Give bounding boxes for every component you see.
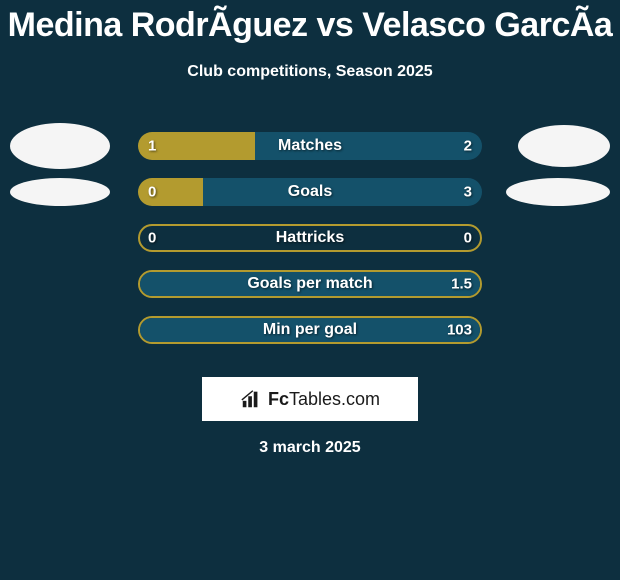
stat-bar-right-fill [255, 132, 482, 160]
fctables-logo[interactable]: FcTables.com [202, 377, 418, 421]
logo-text: FcTables.com [268, 389, 380, 410]
stat-row: Hattricks00 [0, 215, 620, 261]
stat-bar-right-fill [203, 178, 482, 206]
comparison-date: 3 march 2025 [0, 439, 620, 457]
stat-bar-track [138, 132, 482, 160]
stat-bar-right-fill [140, 272, 480, 296]
player-avatar-right [518, 125, 610, 167]
stat-row: Min per goal103 [0, 307, 620, 353]
stat-row: Matches12 [0, 123, 620, 169]
player-avatar-right [506, 178, 610, 206]
stat-bar-track [138, 270, 482, 298]
stat-bar-track [138, 178, 482, 206]
stat-bar-left-fill [138, 132, 255, 160]
stat-row: Goals03 [0, 169, 620, 215]
stat-row: Goals per match1.5 [0, 261, 620, 307]
stat-bar-left-fill [138, 178, 203, 206]
bar-chart-icon [240, 388, 262, 410]
player-avatar-left [10, 123, 110, 169]
player-avatar-left [10, 178, 110, 206]
comparison-subtitle: Club competitions, Season 2025 [0, 63, 620, 81]
stat-bar-track [138, 224, 482, 252]
comparison-title: Medina RodrÃ­guez vs Velasco GarcÃ­a [0, 0, 620, 45]
stat-bar-track [138, 316, 482, 344]
stat-bar-right-fill [140, 318, 480, 342]
comparison-chart: Matches12Goals03Hattricks00Goals per mat… [0, 123, 620, 353]
